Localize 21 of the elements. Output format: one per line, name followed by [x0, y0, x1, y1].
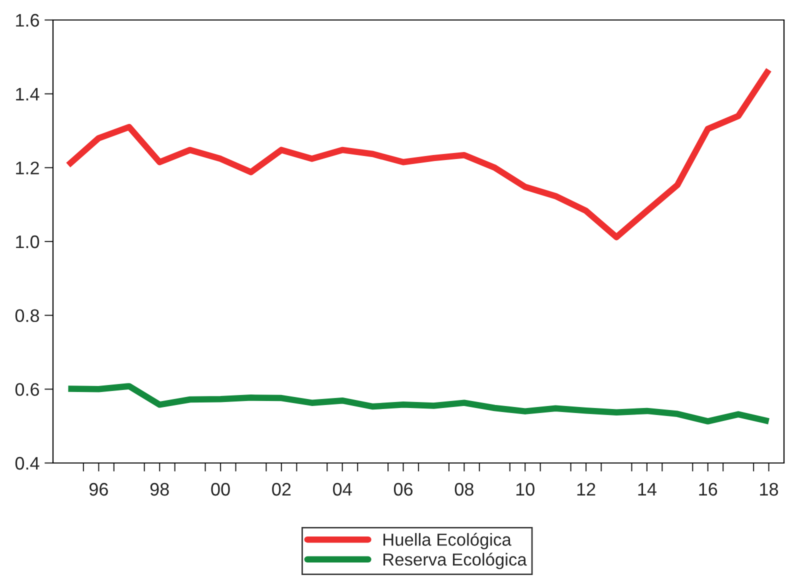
y-tick-label: 0.4 [15, 456, 40, 470]
x-tick-label: 12 [577, 482, 596, 496]
x-tick-label: 10 [516, 482, 534, 496]
legend-label: Reserva Ecológica [383, 552, 527, 570]
y-tick-label: 0.6 [15, 383, 40, 396]
x-tick-label: 16 [699, 482, 718, 496]
y-tick-label: 1.6 [16, 14, 40, 27]
x-tick-label: 14 [638, 483, 656, 496]
x-tick-label: 08 [454, 482, 474, 496]
legend-label: Huella Ecológica [383, 532, 512, 550]
x-tick-label: 06 [394, 482, 413, 496]
x-tick-label: 04 [333, 482, 352, 496]
x-tick-label: 00 [211, 482, 230, 496]
y-tick-label: 1.0 [16, 235, 40, 248]
x-tick-label: 98 [150, 482, 169, 496]
x-tick-label: 96 [89, 482, 108, 496]
y-tick-label: 1.4 [16, 88, 40, 100]
x-tick-label: 18 [760, 482, 778, 496]
y-tick-label: 0.8 [15, 309, 40, 322]
x-tick-label: 02 [272, 482, 291, 496]
y-tick-label: 1.2 [16, 162, 39, 174]
